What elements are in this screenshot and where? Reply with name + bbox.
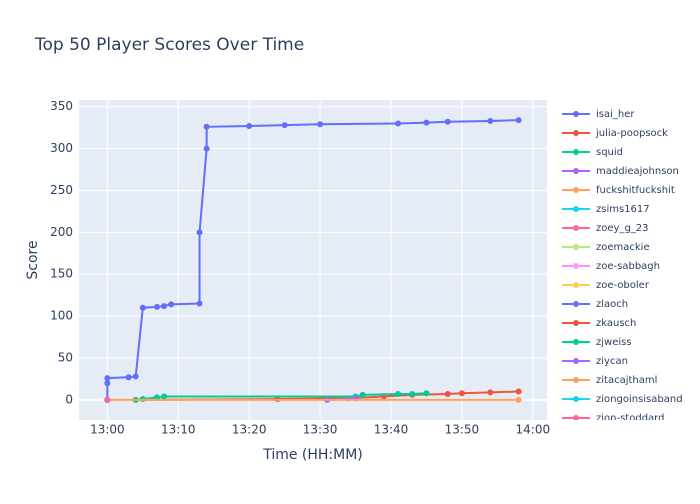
data-point bbox=[515, 396, 522, 403]
data-point bbox=[444, 391, 451, 398]
legend-marker bbox=[573, 263, 579, 269]
legend-label: isai_her bbox=[596, 109, 635, 120]
legend-marker bbox=[573, 244, 579, 250]
plot-area bbox=[79, 100, 547, 420]
grid bbox=[79, 100, 547, 420]
data-point bbox=[423, 390, 430, 397]
legend-label: zion-stoddard bbox=[596, 413, 664, 424]
legend-label: zsims1617 bbox=[596, 204, 650, 215]
y-tick-label: 50 bbox=[58, 351, 73, 365]
data-point bbox=[487, 117, 494, 124]
legend-marker bbox=[573, 358, 579, 364]
legend-marker bbox=[573, 206, 579, 212]
y-tick-label: 200 bbox=[50, 225, 73, 239]
legend-marker bbox=[573, 320, 579, 326]
data-point bbox=[104, 380, 111, 387]
legend-marker bbox=[573, 377, 579, 383]
legend-marker bbox=[573, 111, 579, 117]
x-tick-label: 13:20 bbox=[232, 423, 267, 437]
y-tick-label: 300 bbox=[50, 141, 73, 155]
legend-label: julia-poopsock bbox=[595, 128, 668, 139]
y-tick-label: 350 bbox=[50, 99, 73, 113]
data-point bbox=[132, 373, 139, 380]
data-point bbox=[154, 303, 160, 310]
data-point bbox=[487, 389, 494, 396]
x-tick-label: 13:50 bbox=[445, 423, 480, 437]
legend-marker bbox=[573, 396, 579, 402]
data-point bbox=[444, 118, 451, 125]
y-axis-title: Score bbox=[25, 240, 41, 279]
data-point bbox=[139, 304, 146, 311]
x-tick-label: 13:00 bbox=[90, 423, 125, 437]
legend-label: zoe-oboler bbox=[596, 280, 650, 291]
y-tick-label: 0 bbox=[65, 392, 73, 406]
legend-marker bbox=[573, 339, 579, 345]
chart-title: Top 50 Player Scores Over Time bbox=[34, 35, 304, 55]
x-tick-label: 13:10 bbox=[161, 423, 196, 437]
legend-marker bbox=[573, 187, 579, 193]
data-point bbox=[458, 390, 465, 397]
plot bbox=[104, 117, 522, 403]
data-point bbox=[161, 393, 168, 400]
data-point bbox=[196, 300, 203, 307]
data-point bbox=[203, 145, 210, 152]
data-point bbox=[409, 391, 416, 398]
legend-label: zoe-sabbagh bbox=[596, 261, 660, 272]
legend[interactable]: isai_her julia-poopsock squid maddieajohnso… bbox=[562, 109, 683, 424]
data-point bbox=[423, 119, 430, 126]
legend-label: ziycan bbox=[596, 356, 628, 367]
data-point bbox=[203, 123, 210, 130]
legend-label: maddieajohnson bbox=[596, 166, 679, 177]
legend-marker bbox=[573, 149, 579, 155]
data-point bbox=[161, 303, 168, 310]
data-point bbox=[515, 117, 522, 124]
x-axis-title: Time (HH:MM) bbox=[262, 447, 363, 463]
data-point bbox=[246, 122, 253, 129]
y-tick-label: 250 bbox=[50, 183, 73, 197]
data-point bbox=[281, 122, 288, 129]
data-point bbox=[104, 396, 111, 403]
data-point bbox=[154, 394, 160, 401]
data-point bbox=[395, 391, 402, 398]
legend-marker bbox=[573, 168, 579, 174]
data-point bbox=[359, 391, 366, 398]
legend-marker bbox=[573, 225, 579, 231]
x-tick-label: 14:00 bbox=[516, 423, 551, 437]
legend-label: zjweiss bbox=[596, 337, 632, 348]
legend-label: fuckshitfuckshit bbox=[596, 185, 675, 196]
legend-label: zoemackie bbox=[596, 242, 650, 253]
x-tick-label: 13:30 bbox=[303, 423, 338, 437]
legend-label: zlaoch bbox=[596, 299, 628, 310]
x-tick-label: 13:40 bbox=[374, 423, 409, 437]
data-point bbox=[515, 388, 522, 395]
data-point bbox=[168, 301, 175, 308]
y-tick-label: 150 bbox=[50, 267, 73, 281]
data-point bbox=[196, 229, 203, 236]
data-point bbox=[104, 375, 111, 382]
legend-label: zkausch bbox=[596, 318, 636, 329]
y-tick-label: 100 bbox=[50, 309, 73, 323]
legend-marker bbox=[573, 282, 579, 288]
legend-label: squid bbox=[596, 147, 623, 158]
data-point bbox=[317, 121, 324, 128]
legend-label: ziongoinsisaband bbox=[596, 394, 683, 405]
data-point bbox=[395, 120, 402, 127]
legend-marker bbox=[573, 415, 579, 420]
data-point bbox=[125, 374, 132, 381]
legend-marker bbox=[573, 130, 579, 136]
legend-label: zoey_g_23 bbox=[596, 223, 649, 234]
legend-label: zitacajthaml bbox=[596, 375, 657, 386]
legend-marker bbox=[573, 301, 579, 307]
